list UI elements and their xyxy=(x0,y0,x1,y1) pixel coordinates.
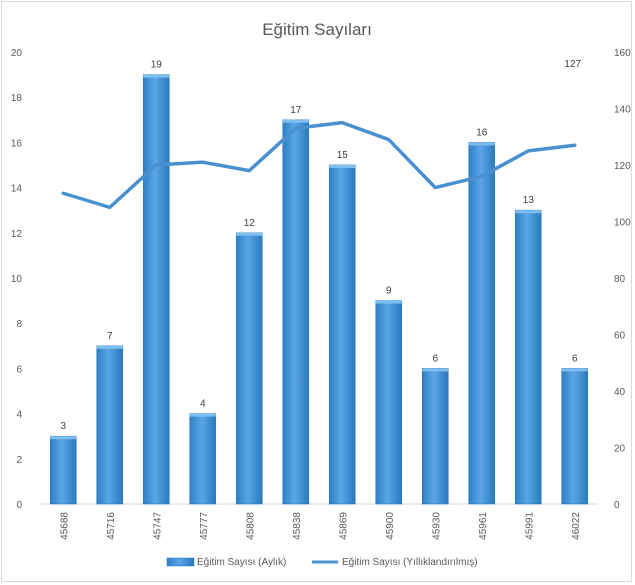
left-axis-tick-label: 12 xyxy=(11,229,23,240)
x-axis-tick-label: 45961 xyxy=(478,512,489,540)
bar-top-highlight xyxy=(422,368,449,372)
line-path xyxy=(61,120,577,210)
bar xyxy=(235,232,263,505)
right-axis-tick-label: 0 xyxy=(614,500,620,511)
bar xyxy=(49,435,77,505)
bar xyxy=(282,119,310,505)
bar xyxy=(142,74,170,505)
bar xyxy=(468,142,496,505)
bar xyxy=(96,345,124,505)
x-axis-tick-label: 45808 xyxy=(245,512,256,540)
bar xyxy=(375,300,403,505)
bar-data-label: 16 xyxy=(476,127,488,138)
right-axis-tick-label: 80 xyxy=(614,274,626,285)
bar-data-label: 4 xyxy=(200,399,206,410)
left-axis-tick-label: 6 xyxy=(16,364,22,375)
right-axis-tick-label: 60 xyxy=(614,331,626,342)
bar xyxy=(421,368,449,505)
bar xyxy=(514,209,542,505)
x-axis-tick-label: 45777 xyxy=(199,512,210,540)
right-axis-tick-label: 140 xyxy=(614,105,631,116)
left-axis-tick-label: 20 xyxy=(11,48,23,59)
line-series xyxy=(61,120,577,210)
bar-data-label: 19 xyxy=(151,60,163,71)
line-data-label: 127 xyxy=(564,59,581,70)
x-axis-tick-label: 45688 xyxy=(59,512,70,540)
bar-top-highlight xyxy=(282,119,309,123)
bar-top-highlight xyxy=(468,142,495,146)
bar-top-highlight xyxy=(375,300,402,304)
bar-data-label: 6 xyxy=(572,353,578,364)
bar-data-label: 9 xyxy=(386,286,392,297)
bar-top-highlight xyxy=(143,74,170,78)
bar-data-label: 13 xyxy=(523,195,535,206)
legend-bar-swatch xyxy=(166,557,195,567)
right-axis-tick-label: 160 xyxy=(614,48,631,59)
bar-top-highlight xyxy=(50,436,77,440)
right-axis-tick-label: 100 xyxy=(614,218,631,229)
x-axis-tick-label: 45930 xyxy=(431,512,442,540)
left-axis-tick-label: 4 xyxy=(16,410,22,421)
legend-bar-label: Eğitim Sayısı (Aylık) xyxy=(197,557,286,568)
x-axis-tick-label: 46022 xyxy=(571,512,582,540)
x-axis-tick-label: 45900 xyxy=(385,512,396,540)
x-axis-tick-label: 45991 xyxy=(524,512,535,540)
left-axis-tick-label: 8 xyxy=(16,319,22,330)
bar-data-label: 17 xyxy=(290,105,302,116)
bar-data-label: 7 xyxy=(107,331,113,342)
bar-top-highlight xyxy=(515,210,542,214)
right-axis: 0 20 40 60 80 100 120 140 160 xyxy=(614,48,631,511)
bar-top-highlight xyxy=(329,165,356,168)
right-axis-tick-label: 40 xyxy=(614,387,626,398)
data-labels: 3 7 19 4 12 17 15 9 6 16 13 6 127 xyxy=(60,59,581,432)
bar-top-highlight xyxy=(189,413,216,417)
bar-top-highlight xyxy=(561,368,588,372)
bar-data-label: 15 xyxy=(337,150,349,161)
bar-series xyxy=(49,74,589,505)
left-axis-tick-label: 18 xyxy=(11,93,23,104)
legend: Eğitim Sayısı (Aylık) Eğitim Sayısı (Yıl… xyxy=(166,557,478,568)
legend-line-label: Eğitim Sayısı (Yıllıklandırılmış) xyxy=(342,557,478,568)
left-axis-tick-label: 10 xyxy=(11,274,23,285)
bar xyxy=(561,368,589,505)
x-axis-tick-label: 45838 xyxy=(292,512,303,540)
x-axis-ticks: 45688 45716 45747 45777 45808 45838 45869 45900… xyxy=(59,512,582,540)
right-axis-tick-label: 120 xyxy=(614,161,631,172)
bar-top-highlight xyxy=(96,345,123,349)
bar xyxy=(189,413,217,505)
bar-data-label: 12 xyxy=(244,218,256,229)
left-axis-tick-label: 2 xyxy=(16,455,22,466)
x-axis-tick-label: 45747 xyxy=(152,512,163,540)
chart-title: Eğitim Sayıları xyxy=(262,20,372,39)
bar-data-label: 3 xyxy=(60,421,66,432)
left-axis: 0 2 4 6 8 10 12 14 16 18 20 xyxy=(11,48,23,511)
x-axis-tick-label: 45716 xyxy=(106,512,117,540)
left-axis-tick-label: 0 xyxy=(16,500,22,511)
x-axis-tick-label: 45869 xyxy=(338,512,349,540)
bar-top-highlight xyxy=(236,232,263,236)
left-axis-tick-label: 16 xyxy=(11,138,23,149)
bar xyxy=(328,164,356,505)
bar-data-label: 6 xyxy=(432,353,438,364)
left-axis-tick-label: 14 xyxy=(11,184,23,195)
right-axis-tick-label: 20 xyxy=(614,444,626,455)
